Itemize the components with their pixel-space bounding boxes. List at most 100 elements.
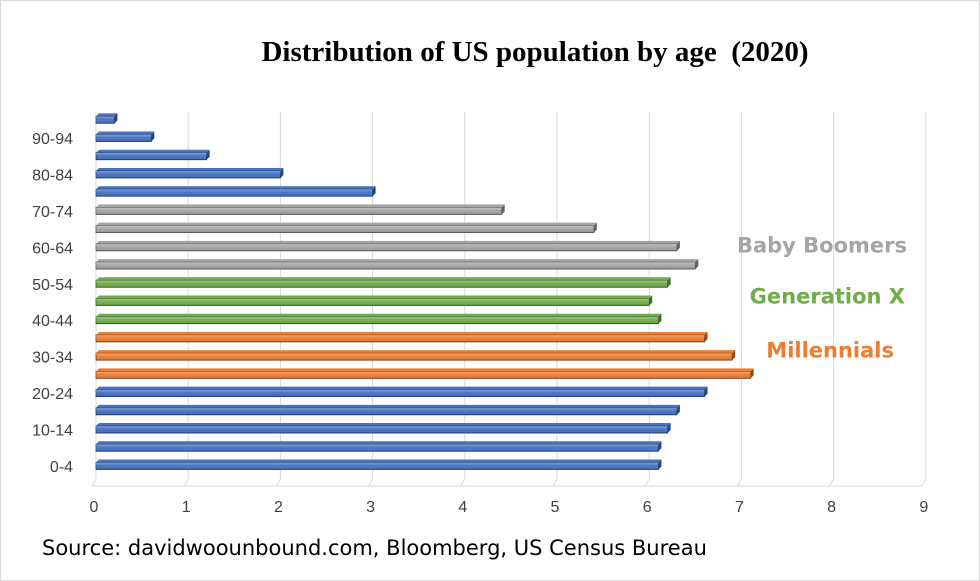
bar-40-44 xyxy=(95,313,662,325)
bar-top-face xyxy=(96,277,671,281)
y-tick-label: 0-4 xyxy=(50,459,73,476)
y-tick-label: 60-64 xyxy=(32,240,73,257)
bar-top-face xyxy=(96,459,662,463)
bar-top-face xyxy=(96,222,597,226)
bar-30-34 xyxy=(95,350,736,361)
bar-top-face xyxy=(96,186,376,190)
bar-top-face xyxy=(96,441,662,445)
bar-80-84 xyxy=(95,167,284,179)
bar-top-face xyxy=(96,113,118,117)
bar-top-face xyxy=(96,423,671,427)
gridline-base xyxy=(91,478,97,487)
gridline-base xyxy=(183,478,189,487)
bar-end-face xyxy=(750,368,754,379)
bar-end-face xyxy=(280,167,284,178)
bar-top-face xyxy=(96,404,680,408)
bar-95-99 xyxy=(95,113,118,124)
y-tick-labels: 0-4 10-14 20-24 30-34 40-44 50-54 60-64 70-74 80… xyxy=(32,131,73,476)
bar-end-face xyxy=(658,459,662,470)
bar-top-face xyxy=(96,368,754,372)
bar-highlight xyxy=(96,316,659,324)
bars xyxy=(95,113,754,470)
bar-highlight xyxy=(96,225,594,233)
bar-10-14 xyxy=(95,423,671,434)
bar-end-face xyxy=(658,441,662,452)
bar-top-face xyxy=(96,131,155,135)
y-tick-label: 90-94 xyxy=(32,131,73,148)
gridline-base xyxy=(921,478,927,487)
y-tick-label: 70-74 xyxy=(32,204,73,221)
bar-highlight xyxy=(96,170,281,178)
gridline-base xyxy=(644,478,650,487)
bar-end-face xyxy=(732,350,736,361)
bar-55-59 xyxy=(95,259,699,270)
y-tick-label: 50-54 xyxy=(32,277,73,294)
bar-highlight xyxy=(96,353,733,361)
bar-highlight xyxy=(96,389,705,397)
bar-end-face xyxy=(658,313,662,324)
bar-end-face xyxy=(206,149,210,160)
bar-75-79 xyxy=(95,186,376,197)
bar-85-89 xyxy=(95,149,210,161)
gridline-base xyxy=(460,478,466,487)
bar-end-face xyxy=(151,131,155,142)
bar-end-face xyxy=(649,295,653,306)
annotation-millennials: Millennials xyxy=(766,338,894,362)
bar-top-face xyxy=(96,167,284,171)
bar-end-face xyxy=(501,204,505,215)
x-tick-label: 5 xyxy=(551,499,560,516)
gridline-base xyxy=(368,478,374,487)
bar-top-face xyxy=(96,259,699,263)
bar-end-face xyxy=(695,259,699,270)
source-note: Source: davidwoounbound.com, Bloomberg, … xyxy=(42,536,707,560)
bar-top-face xyxy=(96,331,708,335)
bar-highlight xyxy=(96,152,207,160)
x-tick-label: 1 xyxy=(182,499,191,516)
gridline-base xyxy=(829,478,835,487)
chart-title: Distribution of US population by age (20… xyxy=(261,36,809,68)
bar-end-face xyxy=(372,186,376,197)
y-tick-label: 30-34 xyxy=(32,350,73,367)
annotation-boomers: Baby Boomers xyxy=(737,234,907,258)
bar-top-face xyxy=(96,313,662,317)
bar-highlight xyxy=(96,371,751,379)
bar-top-face xyxy=(96,149,210,153)
bar-highlight xyxy=(96,334,705,342)
y-tick-label: 80-84 xyxy=(32,167,73,184)
x-tick-label: 9 xyxy=(919,499,928,516)
bar-90-94 xyxy=(95,131,155,142)
bar-20-24 xyxy=(95,386,708,398)
bar-35-39 xyxy=(95,331,708,343)
bar-5-9 xyxy=(95,441,662,452)
bar-highlight xyxy=(96,207,502,215)
bar-65-69 xyxy=(95,222,597,234)
bar-top-face xyxy=(96,386,708,390)
y-tick-label: 40-44 xyxy=(32,313,73,330)
x-tick-label: 7 xyxy=(735,499,744,516)
bar-highlight xyxy=(96,407,677,415)
bar-15-19 xyxy=(95,404,680,416)
bar-highlight xyxy=(96,426,668,434)
bar-end-face xyxy=(667,277,671,288)
x-tick-label: 6 xyxy=(643,499,652,516)
generation-annotations: Baby Boomers Generation X Millennials xyxy=(737,234,907,363)
gridline-base xyxy=(736,478,742,487)
bar-top-face xyxy=(96,350,736,354)
bar-highlight xyxy=(96,298,650,306)
bar-70-74 xyxy=(95,204,505,215)
annotation-genx: Generation X xyxy=(750,285,905,309)
bar-top-face xyxy=(96,295,653,299)
bar-highlight xyxy=(96,243,677,251)
x-tick-label: 2 xyxy=(274,499,283,516)
x-tick-label: 4 xyxy=(458,499,467,516)
bar-top-face xyxy=(96,240,680,244)
y-tick-label: 10-14 xyxy=(32,423,73,440)
bar-end-face xyxy=(704,386,708,397)
bar-highlight xyxy=(96,116,115,124)
x-tick-label: 0 xyxy=(90,499,99,516)
bar-end-face xyxy=(114,113,118,124)
bar-50-54 xyxy=(95,277,671,288)
x-tick-label: 3 xyxy=(366,499,375,516)
x-tick-labels: 0 1 2 3 4 5 6 7 8 9 xyxy=(90,499,929,516)
